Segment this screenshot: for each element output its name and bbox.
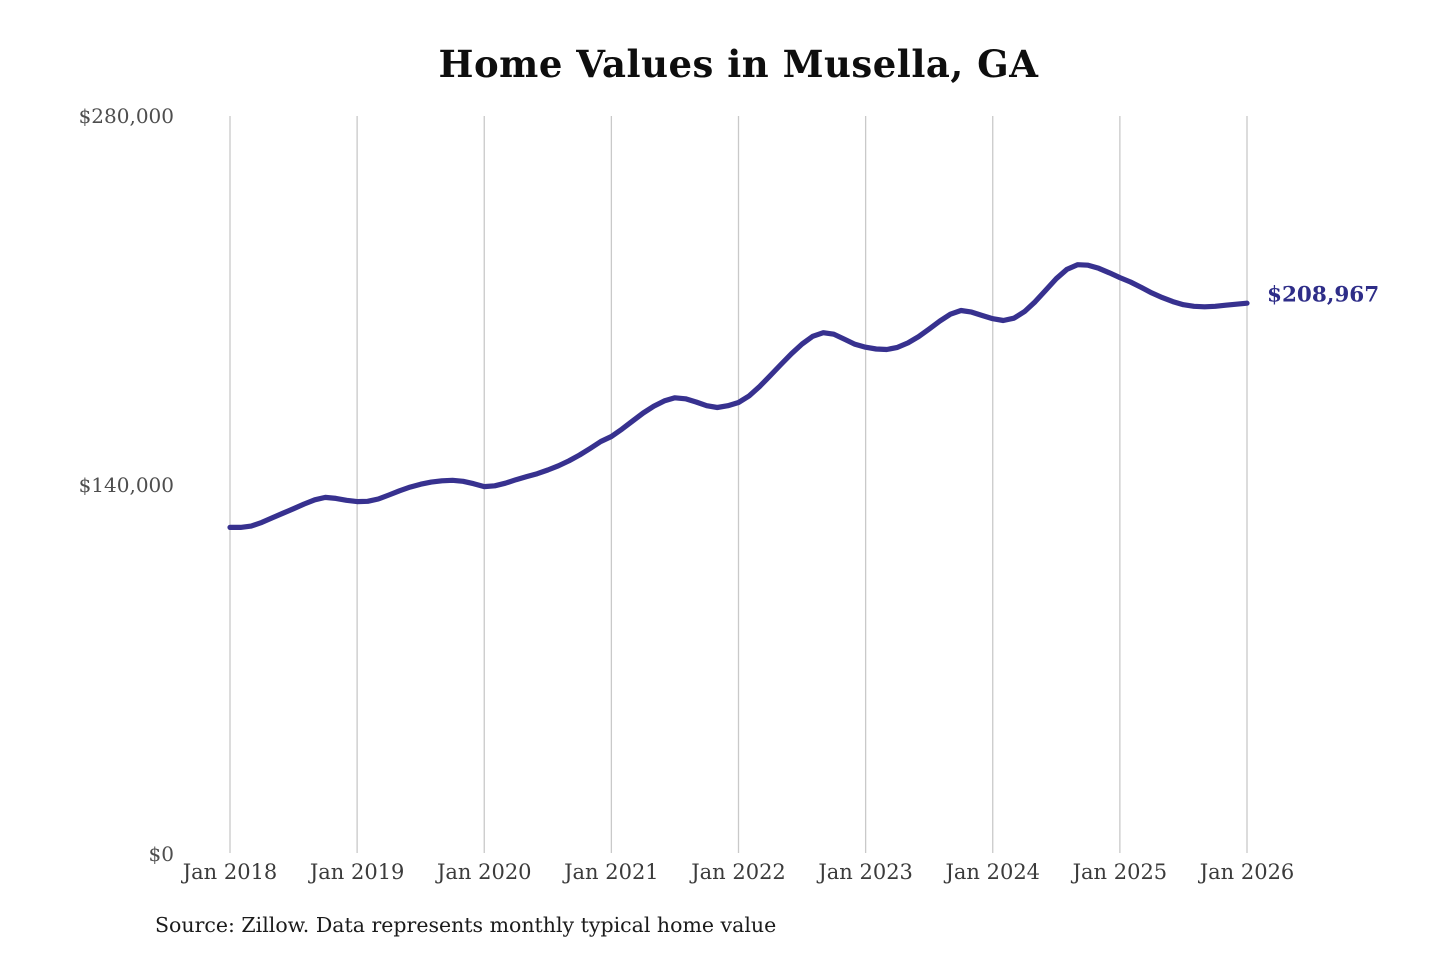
home-value-line xyxy=(227,262,1250,531)
y-tick-label: $280,000 xyxy=(78,104,174,128)
x-tick-label: Jan 2022 xyxy=(691,860,786,884)
x-tick-label: Jan 2023 xyxy=(818,860,913,884)
chart-title: Home Values in Musella, GA xyxy=(438,42,1039,86)
x-tick-label: Jan 2024 xyxy=(945,860,1041,884)
y-tick-label: $0 xyxy=(148,842,174,866)
x-tick-label: Jan 2020 xyxy=(436,860,532,884)
end-value-label: $208,967 xyxy=(1267,282,1380,308)
x-tick-label: Jan 2018 xyxy=(182,860,278,884)
x-tick-label: Jan 2026 xyxy=(1199,860,1295,884)
source-note: Source: Zillow. Data represents monthly … xyxy=(155,913,777,937)
x-tick-label: Jan 2021 xyxy=(564,860,659,884)
x-tick-label: Jan 2025 xyxy=(1072,860,1168,884)
y-tick-label: $140,000 xyxy=(78,473,174,497)
x-tick-label: Jan 2019 xyxy=(309,860,405,884)
